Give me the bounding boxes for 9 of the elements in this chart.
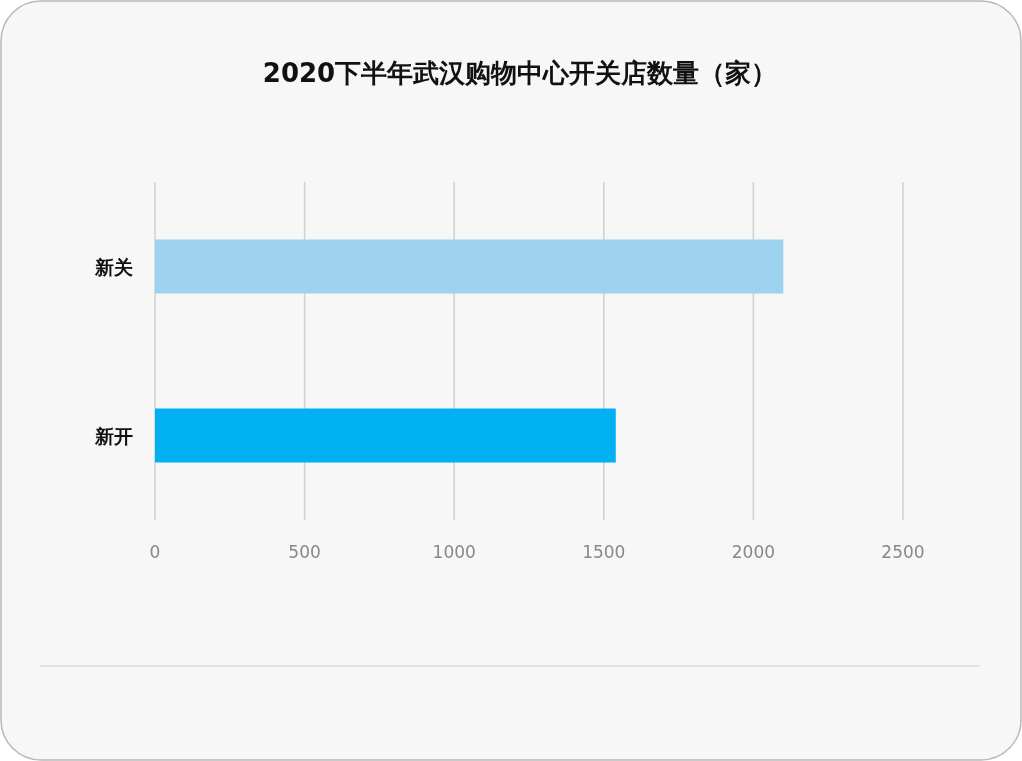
y-tick-label: 新关 [94, 255, 133, 278]
x-tick-label: 1000 [432, 542, 476, 562]
x-tick-label: 1500 [582, 542, 626, 562]
x-tick-label: 500 [288, 542, 321, 562]
chart-title: 2020下半年武汉购物中心开关店数量（家） [262, 58, 778, 88]
x-tick-label: 2500 [881, 542, 925, 562]
y-tick-label: 新开 [94, 424, 133, 447]
x-tick-label: 2000 [731, 542, 776, 562]
x-tick-label: 0 [149, 542, 161, 562]
